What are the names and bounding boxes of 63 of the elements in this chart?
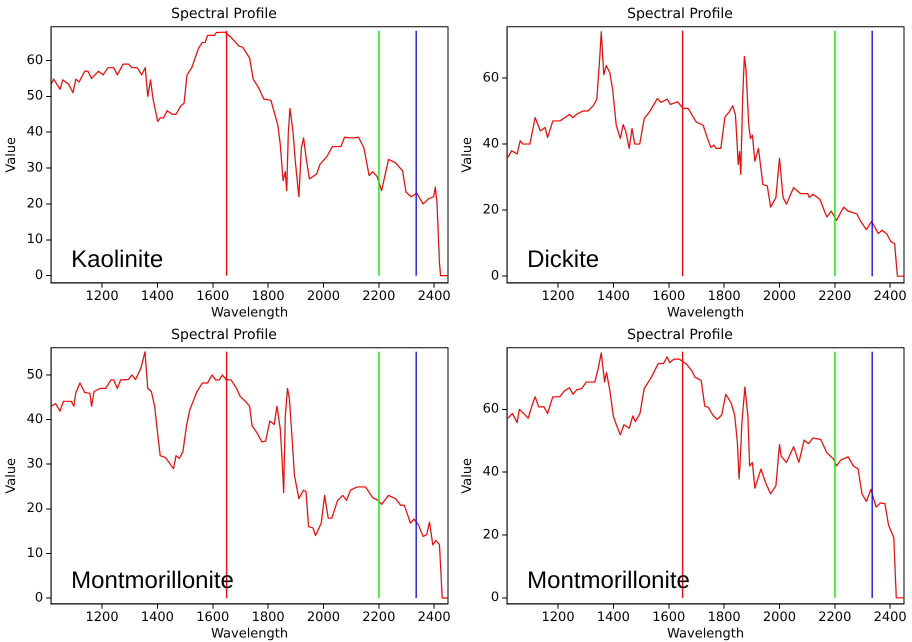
y-axis-title: Value (4, 136, 20, 173)
chart-title: Spectral Profile (171, 6, 277, 22)
x-tick-label: 1800 (252, 610, 285, 625)
y-axis-title: Value (460, 136, 476, 173)
y-tick-label: 0 (490, 590, 500, 606)
x-tick-label: 2000 (306, 610, 340, 625)
y-tick-label: 50 (26, 367, 44, 382)
y-axis-title: Value (4, 458, 20, 494)
annotation: Dickite (527, 246, 600, 273)
y-tick-label: 20 (26, 196, 44, 212)
y-tick-label: 0 (34, 268, 44, 284)
y-tick-label: 20 (482, 202, 500, 218)
x-tick-label: 2400 (874, 288, 907, 304)
x-tick-label: 1400 (140, 610, 174, 625)
x-tick-label: 1600 (196, 288, 230, 304)
chart-title: Spectral Profile (171, 327, 277, 344)
x-tick-label: 1400 (140, 288, 174, 304)
y-tick-label: 30 (26, 456, 44, 472)
x-axis-title: Wavelength (667, 306, 744, 321)
x-tick-label: 1600 (652, 288, 686, 304)
chart-title: Spectral Profile (627, 6, 733, 22)
x-tick-label: 2400 (418, 610, 451, 625)
y-tick-label: 30 (26, 160, 44, 176)
x-tick-label: 2000 (762, 288, 796, 304)
x-tick-label: 1600 (196, 610, 230, 625)
y-tick-label: 60 (26, 52, 44, 68)
x-tick-label: 1600 (652, 610, 686, 625)
x-tick-label: 1400 (596, 288, 630, 304)
annotation: Kaolinite (71, 246, 164, 273)
y-tick-label: 50 (26, 88, 44, 104)
x-axis-title: Wavelength (667, 626, 744, 642)
y-tick-label: 40 (26, 124, 44, 140)
y-tick-label: 60 (482, 402, 500, 417)
y-tick-label: 0 (490, 268, 500, 284)
x-tick-label: 1200 (86, 610, 119, 625)
x-tick-label: 1200 (542, 288, 575, 304)
x-tick-label: 1200 (86, 288, 119, 304)
y-tick-label: 40 (482, 464, 500, 480)
y-axis-title: Value (460, 458, 476, 494)
x-tick-label: 2000 (306, 288, 340, 304)
x-tick-label: 2200 (362, 288, 396, 304)
y-tick-label: 40 (26, 412, 44, 427)
x-tick-label: 1800 (708, 288, 741, 304)
x-tick-label: 2000 (762, 610, 796, 625)
y-tick-label: 20 (482, 527, 500, 542)
x-tick-label: 2200 (362, 610, 396, 625)
y-tick-label: 10 (26, 546, 44, 561)
x-tick-label: 1400 (596, 610, 630, 625)
x-axis-title: Wavelength (211, 306, 288, 321)
x-tick-label: 2400 (418, 288, 451, 304)
chart-title: Spectral Profile (627, 327, 733, 344)
x-tick-label: 2400 (874, 610, 907, 625)
y-tick-label: 0 (34, 590, 44, 606)
y-tick-label: 60 (482, 70, 500, 86)
x-tick-label: 2200 (818, 288, 852, 304)
x-axis-title: Wavelength (211, 626, 288, 642)
y-tick-label: 40 (482, 136, 500, 152)
y-tick-label: 10 (26, 232, 44, 248)
x-tick-label: 2200 (818, 610, 852, 625)
x-tick-label: 1200 (542, 610, 575, 625)
x-tick-label: 1800 (708, 610, 741, 625)
y-tick-label: 20 (26, 501, 44, 516)
x-tick-label: 1800 (252, 288, 285, 304)
